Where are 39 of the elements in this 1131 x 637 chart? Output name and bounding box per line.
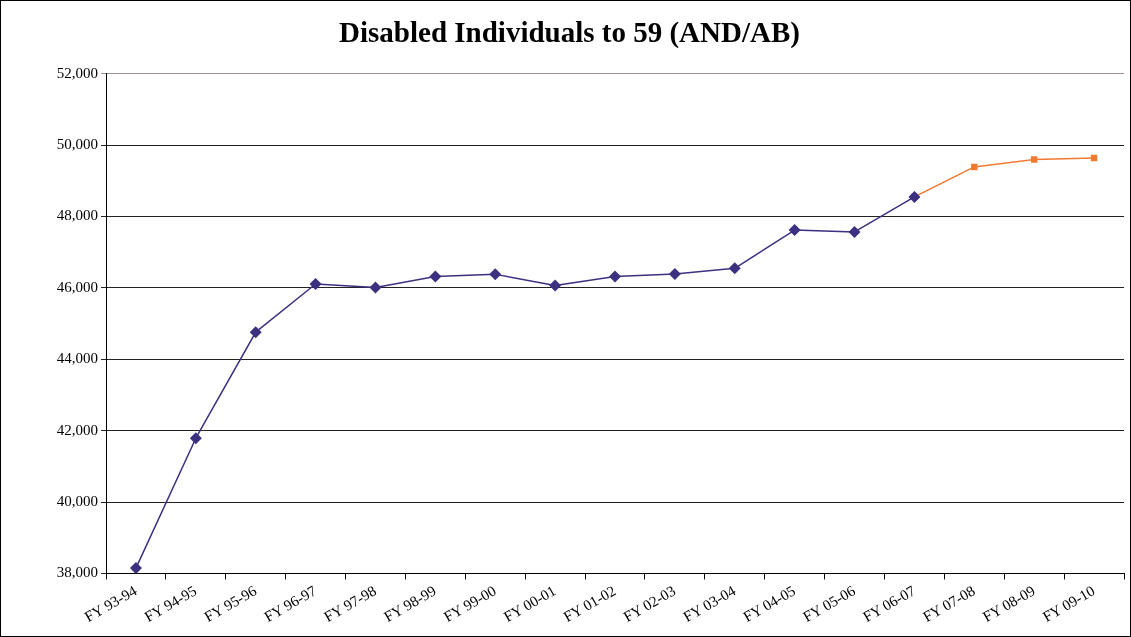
x-tick-label: FY 98-99 <box>381 582 439 625</box>
point <box>668 268 681 281</box>
y-tick-label: 46,000 <box>56 278 98 295</box>
point <box>189 432 202 445</box>
x-tick-label: FY 93-94 <box>81 582 140 625</box>
y-tick-label: 52,000 <box>56 64 98 81</box>
point <box>249 326 262 339</box>
x-tick-label: FY 95-96 <box>201 582 260 625</box>
point <box>728 262 741 275</box>
x-tick-label: FY 99-00 <box>441 582 499 625</box>
y-tick-label: 48,000 <box>56 207 98 224</box>
chart-title: Disabled Individuals to 59 (AND/AB) <box>339 15 800 49</box>
y-tick-label: 44,000 <box>56 350 98 367</box>
x-tick-label: FY 09-10 <box>1039 582 1098 625</box>
x-tick-label: FY 07-08 <box>920 582 978 625</box>
x-tick-label: FY 05-06 <box>800 582 859 625</box>
x-tick-label: FY 02-03 <box>620 582 679 625</box>
point <box>609 270 621 283</box>
y-tick-label: 40,000 <box>56 493 98 510</box>
point <box>429 270 442 283</box>
point <box>309 278 322 291</box>
point <box>788 224 801 237</box>
x-tick-label: FY 04-05 <box>740 582 799 625</box>
point <box>1030 156 1038 163</box>
x-tick-label: FY 08-09 <box>980 582 1038 625</box>
x-tick-label: FY 94-95 <box>141 582 200 625</box>
point <box>489 268 502 281</box>
x-tick-label: FY 01-02 <box>560 582 619 625</box>
point <box>549 279 562 292</box>
point <box>129 562 142 574</box>
y-tick-label: 42,000 <box>56 421 98 438</box>
x-tick-label: FY 06-07 <box>860 582 919 625</box>
x-tick-label: FY 03-04 <box>680 582 739 625</box>
x-tick-label: FY 00-01 <box>500 582 559 625</box>
point <box>848 225 861 238</box>
x-tick-label: FY 97-98 <box>321 582 379 625</box>
y-tick-label: 50,000 <box>56 136 98 153</box>
y-tick-label: 38,000 <box>56 564 98 581</box>
point <box>369 281 382 294</box>
